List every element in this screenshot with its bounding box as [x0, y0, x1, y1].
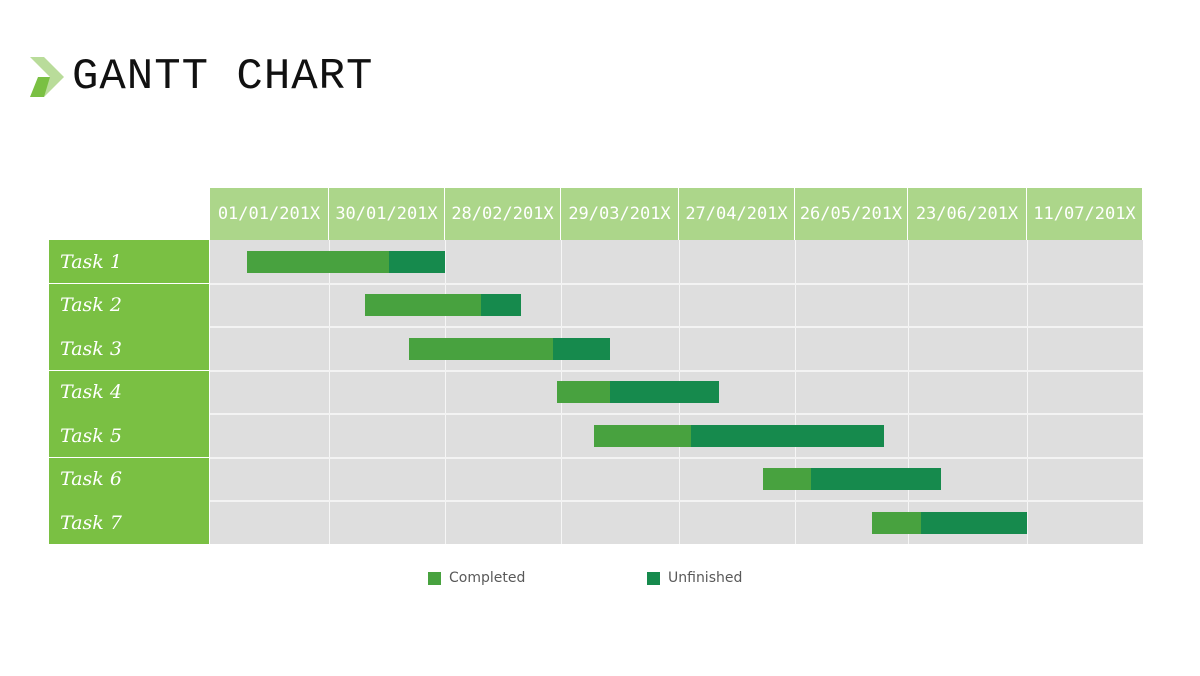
legend-label: Unfinished [668, 570, 743, 586]
date-column-header: 23/06/201X [908, 188, 1027, 240]
grid-line-vertical [795, 240, 796, 544]
grid-line-horizontal [210, 282, 1143, 285]
grid-line-vertical [445, 240, 446, 544]
date-column-header: 28/02/201X [445, 188, 561, 240]
legend-label: Completed [449, 570, 526, 586]
x-tick-label: 28/02/201X [451, 203, 554, 224]
date-column-header: 29/03/201X [561, 188, 679, 240]
grid-line-vertical [908, 240, 909, 544]
task-label: Task 5 [49, 414, 209, 458]
task-label: Task 4 [49, 370, 209, 415]
x-tick-label: 23/06/201X [915, 203, 1019, 224]
y-tick-label: Task 4 [60, 381, 122, 403]
bar-unfinished [389, 250, 445, 273]
x-tick-label: 01/01/201X [217, 203, 321, 224]
grid-line-horizontal [210, 369, 1143, 372]
bar-completed [365, 294, 481, 317]
x-tick-label: 11/07/201X [1033, 203, 1136, 224]
task-label: Task 6 [49, 457, 209, 502]
date-column-header: 11/07/201X [1027, 188, 1143, 240]
y-tick-label: Task 5 [60, 424, 122, 447]
x-tick-label: 30/01/201X [335, 203, 438, 224]
task-label: Task 3 [49, 327, 209, 371]
x-tick-label: 27/04/201X [685, 203, 788, 224]
date-column-header: 01/01/201X [210, 188, 329, 240]
grid-line-horizontal [210, 413, 1143, 415]
legend-swatch [647, 571, 660, 585]
chevron-right-icon [30, 57, 64, 97]
page-header: GANTT CHART [30, 52, 373, 102]
bar-completed [409, 337, 553, 360]
grid-line-vertical [329, 240, 330, 544]
y-tick-label: Task 6 [60, 468, 122, 490]
x-tick-label: 29/03/201X [568, 203, 671, 224]
y-tick-label: Task 3 [60, 337, 122, 360]
task-label: Task 2 [49, 283, 209, 328]
grid-line-horizontal [210, 326, 1143, 328]
x-tick-label: 26/05/201X [799, 203, 903, 224]
date-column-header: 30/01/201X [329, 188, 445, 240]
bar-unfinished [691, 424, 884, 447]
bar-completed [763, 468, 812, 491]
y-tick-label: Task 2 [60, 294, 122, 316]
task-label: Task 7 [49, 501, 209, 545]
legend-swatch [428, 571, 441, 585]
bar-unfinished [553, 337, 610, 360]
bar-completed [557, 381, 610, 404]
y-tick-label: Task 1 [60, 250, 122, 273]
y-tick-label: Task 7 [60, 511, 122, 534]
grid-line-vertical [1027, 240, 1028, 544]
bar-unfinished [609, 381, 719, 404]
date-column-header: 27/04/201X [679, 188, 795, 240]
task-label: Task 1 [49, 240, 209, 284]
legend-item: Unfinished [647, 570, 742, 586]
legend-item: Completed [428, 570, 525, 586]
bar-completed [593, 424, 691, 447]
bar-unfinished [921, 511, 1027, 534]
grid-line-horizontal [210, 500, 1143, 502]
bar-completed [871, 511, 922, 534]
grid-line-horizontal [210, 456, 1143, 459]
date-column-header: 26/05/201X [795, 188, 908, 240]
chart-legend: Completed Unfinished [0, 570, 1200, 590]
bar-unfinished [811, 468, 942, 491]
page-title: GANTT CHART [72, 52, 374, 102]
bar-completed [246, 250, 389, 273]
bar-unfinished [481, 294, 521, 317]
